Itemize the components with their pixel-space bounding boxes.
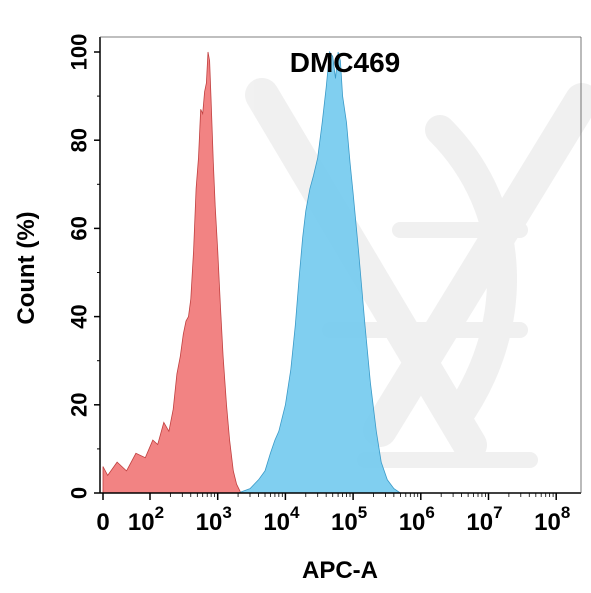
x-tick-label: 103 — [196, 503, 232, 536]
x-tick-label: 105 — [331, 503, 367, 536]
y-tick-label: 100 — [67, 34, 92, 71]
plot-frame — [99, 36, 582, 494]
watermark-logo — [245, 78, 591, 468]
x-tick-label: 102 — [128, 503, 164, 536]
y-ticks: 0 20 40 60 80 100 — [67, 34, 100, 499]
y-tick-label: 60 — [67, 216, 92, 240]
y-tick-label: 0 — [67, 487, 92, 499]
x-tick-label: 108 — [534, 503, 570, 536]
x-tick-label: 0 — [96, 509, 109, 536]
x-axis-title: APC-A — [302, 557, 378, 584]
x-ticks: 0 102 103 104 105 106 107 108 — [96, 493, 570, 536]
chart-title: DMC469 — [290, 47, 400, 78]
y-axis-title: Count (%) — [13, 211, 40, 324]
series-layer — [102, 50, 402, 494]
x-tick-label: 104 — [263, 503, 300, 536]
y-tick-label: 80 — [67, 128, 92, 152]
x-tick-label: 107 — [466, 503, 502, 536]
y-tick-label: 40 — [67, 304, 92, 328]
histogram-series-2 — [237, 50, 402, 494]
histogram-series-1 — [102, 51, 242, 494]
y-tick-label: 20 — [67, 393, 92, 417]
x-tick-label: 106 — [399, 503, 435, 536]
